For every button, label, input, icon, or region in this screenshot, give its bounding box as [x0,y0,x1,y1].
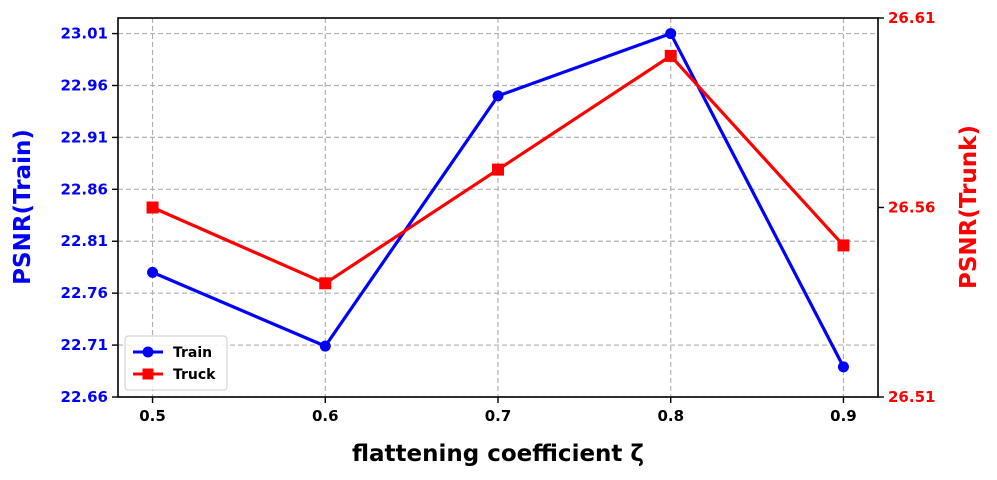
left-tick-label: 22.76 [61,284,108,302]
data-point-truck [837,239,850,252]
left-axis-title: PSNR(Train) [10,129,36,285]
legend: Train Truck [124,335,228,391]
legend-label-train: Train [173,345,212,361]
data-point-truck [319,277,332,290]
legend-marker-train [142,346,154,358]
x-tick-label: 0.5 [139,407,166,425]
left-tick-label: 22.96 [61,76,108,94]
data-point-train [147,266,159,278]
left-tick-label: 22.66 [61,388,108,406]
data-point-truck [492,163,504,176]
left-tick-label: 22.91 [61,128,108,146]
x-tick-label: 0.8 [657,407,684,425]
right-tick-label: 26.51 [888,388,935,406]
grid-lines [118,18,878,398]
x-tick-label: 0.6 [312,407,339,425]
right-tick-label: 26.56 [888,199,935,217]
x-axis: 0.5 0.6 0.7 0.8 0.9 [139,397,857,425]
legend-label-truck: Truck [173,367,216,383]
left-tick-label: 23.01 [61,25,108,43]
left-tick-label: 22.86 [61,180,108,198]
data-point-train [319,340,331,352]
right-axis-title: PSNR(Trunk) [956,125,982,289]
x-tick-label: 0.9 [830,407,857,425]
legend-marker-truck [142,368,154,380]
x-axis-title: flattening coefficient ζ [352,441,644,467]
data-point-train [492,90,504,102]
right-axis: 26.51 26.56 26.61 [878,9,935,406]
left-tick-label: 22.81 [61,232,108,250]
series-layer [146,28,850,373]
left-tick-label: 22.71 [61,336,108,354]
data-point-train [665,28,677,40]
data-point-truck [146,201,159,214]
right-tick-label: 26.61 [888,9,935,27]
x-tick-label: 0.7 [485,407,512,425]
data-point-truck [664,49,677,62]
data-point-train [837,361,849,373]
left-axis: 22.66 22.71 22.76 22.81 22.86 22.91 22.96 23.01 [61,25,118,406]
